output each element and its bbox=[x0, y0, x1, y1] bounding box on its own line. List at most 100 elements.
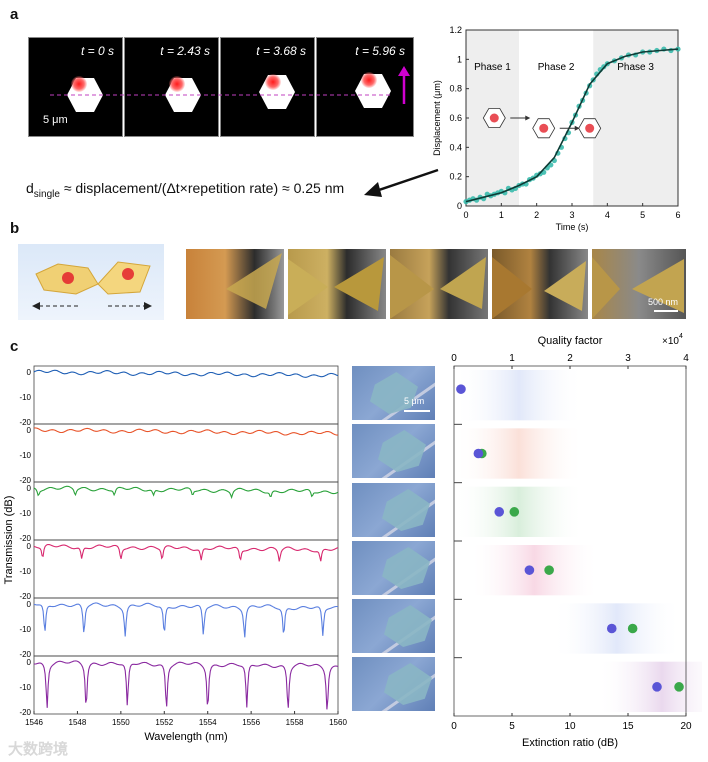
y-tick-label: -20 bbox=[19, 418, 31, 427]
x-tick-label: 20 bbox=[680, 721, 692, 732]
highlight-band bbox=[454, 370, 584, 421]
timelapse-frame-2: t = 2.43 s bbox=[124, 37, 219, 137]
y-tick-label: -10 bbox=[19, 625, 31, 634]
y-tick-label: 0 bbox=[27, 658, 32, 667]
quality-point bbox=[494, 507, 505, 517]
x2-tick-label: 0 bbox=[451, 353, 457, 364]
inset-arrow-head bbox=[525, 115, 531, 121]
y-tick-label: -10 bbox=[19, 393, 31, 402]
y-tick-label: -20 bbox=[19, 650, 31, 659]
reference-dashed-line bbox=[50, 94, 390, 96]
fit-curve bbox=[465, 48, 679, 203]
x-tick-label: 2 bbox=[534, 210, 539, 220]
y-tick-label: 0 bbox=[27, 542, 32, 551]
y-tick-label: 0.6 bbox=[449, 113, 462, 123]
y-tick-label: 0 bbox=[27, 426, 32, 435]
transmission-spectra-chart: 0-10-200-10-200-10-200-10-200-10-200-10-… bbox=[3, 365, 347, 743]
x-axis-label: Extinction ratio (dB) bbox=[522, 737, 618, 749]
schematic-illustration bbox=[18, 244, 164, 320]
x-tick-label: 1560 bbox=[329, 718, 347, 727]
y-tick-label: -10 bbox=[19, 683, 31, 692]
frame-time-label: t = 0 s bbox=[80, 44, 114, 58]
x2-multiplier-exponent: 4 bbox=[679, 333, 683, 340]
flake bbox=[384, 663, 432, 705]
inset-laser-spot bbox=[489, 113, 499, 123]
panel-label-b: b bbox=[10, 220, 20, 237]
flake bbox=[382, 489, 430, 531]
scale-bar-label: 5 μm bbox=[404, 396, 425, 406]
x-tick-label: 1548 bbox=[69, 718, 87, 727]
timelapse-frame-1: t = 0 s 5 μm bbox=[28, 37, 123, 137]
microscope-image-3 bbox=[352, 483, 435, 537]
trace-frame bbox=[33, 481, 339, 541]
x-tick-label: 6 bbox=[675, 210, 680, 220]
quality-point bbox=[524, 565, 535, 575]
frame-time-label: t = 2.43 s bbox=[160, 44, 210, 58]
highlight-band bbox=[454, 428, 584, 479]
microscope-image-1: 5 μm bbox=[352, 366, 435, 420]
sem-photo-5: 500 nm bbox=[592, 249, 686, 319]
y-tick-label: 0.8 bbox=[449, 84, 462, 94]
y-tick-label: -20 bbox=[19, 708, 31, 717]
microscope-image-6 bbox=[352, 657, 435, 711]
x-tick-label: 0 bbox=[451, 721, 457, 732]
flake bbox=[382, 547, 430, 589]
y-tick-label: 0.2 bbox=[449, 172, 462, 182]
y-tick-label: 1.2 bbox=[449, 25, 462, 35]
x-tick-label: 5 bbox=[509, 721, 515, 732]
transmission-trace bbox=[33, 485, 339, 500]
x-tick-label: 15 bbox=[622, 721, 634, 732]
x-tick-label: 1550 bbox=[112, 718, 130, 727]
phase-label: Phase 3 bbox=[617, 62, 654, 73]
x2-tick-label: 2 bbox=[567, 353, 573, 364]
watermark: 大数跨境 bbox=[8, 741, 69, 758]
laser-spot bbox=[265, 74, 281, 90]
laser-spot bbox=[169, 76, 185, 92]
quality-point bbox=[456, 384, 466, 394]
y-tick-label: -10 bbox=[19, 451, 31, 460]
panel-label-c: c bbox=[10, 338, 19, 355]
x-tick-label: 0 bbox=[463, 210, 468, 220]
x2-tick-label: 4 bbox=[683, 353, 689, 364]
equation-subscript: single bbox=[33, 188, 60, 200]
y-tick-label: -10 bbox=[19, 567, 31, 576]
displacement-chart: Phase 1 Phase 2 Phase 3 0 1 2 3 4 5 6 0 0.2 0.4 0.6 0.… bbox=[432, 25, 681, 232]
flake bbox=[370, 372, 418, 414]
trace-frame bbox=[33, 655, 339, 715]
timelapse-frame-3: t = 3.68 s bbox=[220, 37, 315, 137]
sem-photo-3 bbox=[390, 249, 488, 319]
quality-point bbox=[473, 448, 484, 459]
left-arrow-icon bbox=[364, 168, 439, 197]
x-tick-label: 5 bbox=[640, 210, 645, 220]
laser-spot bbox=[71, 76, 87, 92]
y-tick-label: -20 bbox=[19, 476, 31, 485]
microscope-image-2 bbox=[352, 424, 435, 478]
highlight-band bbox=[597, 661, 702, 712]
x-axis-label: Time (s) bbox=[556, 222, 589, 232]
inset-laser-spot bbox=[539, 123, 549, 133]
x2-multiplier: ×10 bbox=[662, 336, 679, 347]
quality-point bbox=[652, 682, 662, 692]
extinction-point bbox=[627, 623, 638, 634]
quality-extinction-chart: 0 5 10 15 20 Extinction ratio (dB) 0 1 2 3 4 Qualit… bbox=[451, 333, 702, 749]
scale-bar bbox=[404, 410, 430, 412]
flake bbox=[378, 430, 426, 472]
x2-tick-label: 3 bbox=[625, 353, 631, 364]
x-tick-label: 1552 bbox=[155, 718, 173, 727]
frame-time-label: t = 3.68 s bbox=[256, 44, 306, 58]
x2-tick-label: 1 bbox=[509, 353, 515, 364]
y-tick-label: 0 bbox=[27, 368, 32, 377]
sem-photo-2 bbox=[288, 249, 386, 319]
x-tick-label: 1 bbox=[499, 210, 504, 220]
transmission-trace bbox=[33, 369, 339, 378]
x-tick-label: 1546 bbox=[25, 718, 43, 727]
extinction-point bbox=[509, 507, 520, 517]
x2-axis-label: Quality factor bbox=[538, 335, 603, 347]
x-tick-label: 4 bbox=[605, 210, 610, 220]
schematic-flakes bbox=[32, 261, 152, 310]
transmission-trace bbox=[33, 543, 339, 562]
y-tick-label: -20 bbox=[19, 534, 31, 543]
x-axis-label: Wavelength (nm) bbox=[144, 731, 227, 743]
y-tick-label: -20 bbox=[19, 592, 31, 601]
y-tick-label: 0.4 bbox=[449, 142, 462, 152]
